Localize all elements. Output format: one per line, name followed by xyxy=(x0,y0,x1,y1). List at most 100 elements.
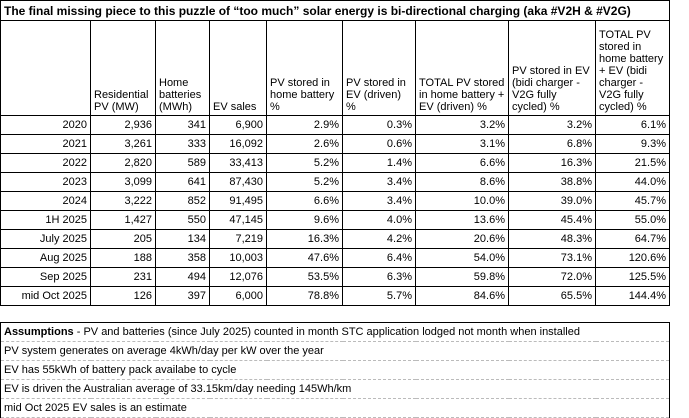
cell: 21.5% xyxy=(595,153,670,173)
cell: 550 xyxy=(155,210,210,230)
data-row: 1H 2025 1,427 550 47,145 9.6% 4.0% 13.6% 45.4% 5… xyxy=(0,210,670,230)
data-row: Aug 2025 188 358 10,003 47.6% 6.4% 54.0% 73.1% 1… xyxy=(0,248,670,268)
cell: 72.0% xyxy=(508,267,596,287)
data-row: 2024 3,222 852 91,495 6.6% 3.4% 10.0% 39.0% 45.7… xyxy=(0,191,670,211)
title: The final missing piece to this puzzle o… xyxy=(0,0,670,21)
row-label: 2020 xyxy=(0,115,91,135)
cell: 45.7% xyxy=(595,191,670,211)
column-header: EV sales xyxy=(209,20,267,116)
note-row: PV system generates on average 4kWh/day … xyxy=(0,341,670,361)
cell: 2.6% xyxy=(266,134,343,154)
column-header: Home batteries (MWh) xyxy=(155,20,210,116)
cell: 78.8% xyxy=(266,286,343,306)
note-text: mid Oct 2025 EV sales is an estimate xyxy=(4,402,187,414)
cell: 3,261 xyxy=(90,134,156,154)
cell: 120.6% xyxy=(595,248,670,268)
cell: 125.5% xyxy=(595,267,670,287)
row-label: 2023 xyxy=(0,172,91,192)
column-header: PV stored in EV (bidi charger - V2G full… xyxy=(508,20,596,116)
cell: 38.8% xyxy=(508,172,596,192)
cell: 641 xyxy=(155,172,210,192)
note: EV has 55kWh of battery pack availabe to… xyxy=(0,360,670,380)
data-row: 2023 3,099 641 87,430 5.2% 3.4% 8.6% 38.8% 44.0% xyxy=(0,172,670,192)
cell: 59.8% xyxy=(415,267,509,287)
cell: 53.5% xyxy=(266,267,343,287)
data-row: July 2025 205 134 7,219 16.3% 4.2% 20.6% 48.3% 6… xyxy=(0,229,670,249)
cell: 358 xyxy=(155,248,210,268)
cell: 16.3% xyxy=(266,229,343,249)
cell: 33,413 xyxy=(209,153,267,173)
cell: 6.8% xyxy=(508,134,596,154)
cell: 3.1% xyxy=(415,134,509,154)
row-label: 2022 xyxy=(0,153,91,173)
cell: 39.0% xyxy=(508,191,596,211)
note: Assumptions - PV and batteries (since Ju… xyxy=(0,322,670,342)
row-label: 2021 xyxy=(0,134,91,154)
cell: 13.6% xyxy=(415,210,509,230)
cell: 6.6% xyxy=(266,191,343,211)
note: mid Oct 2025 EV sales is an estimate xyxy=(0,398,670,418)
note: EV is driven the Australian average of 3… xyxy=(0,379,670,399)
note-row: mid Oct 2025 EV sales is an estimate xyxy=(0,398,670,418)
cell: 6.6% xyxy=(415,153,509,173)
cell: 205 xyxy=(90,229,156,249)
cell: 3.4% xyxy=(342,172,416,192)
cell: 3.2% xyxy=(415,115,509,135)
cell: 2,936 xyxy=(90,115,156,135)
cell: 45.4% xyxy=(508,210,596,230)
row-label: 2024 xyxy=(0,191,91,211)
spreadsheet: The final missing piece to this puzzle o… xyxy=(0,0,670,418)
cell: 397 xyxy=(155,286,210,306)
column-header xyxy=(0,20,91,116)
cell: 44.0% xyxy=(595,172,670,192)
cell: 10,003 xyxy=(209,248,267,268)
column-header: PV stored in home battery % xyxy=(266,20,343,116)
cell: 494 xyxy=(155,267,210,287)
cell: 8.6% xyxy=(415,172,509,192)
cell: 5.2% xyxy=(266,153,343,173)
row-label: July 2025 xyxy=(0,229,91,249)
cell: 4.2% xyxy=(342,229,416,249)
data-row: 2020 2,936 341 6,900 2.9% 0.3% 3.2% 3.2% 6.1% xyxy=(0,115,670,135)
cell: 0.6% xyxy=(342,134,416,154)
cell: 64.7% xyxy=(595,229,670,249)
cell: 5.2% xyxy=(266,172,343,192)
cell: 4.0% xyxy=(342,210,416,230)
cell: 6.3% xyxy=(342,267,416,287)
column-header: TOTAL PV stored in home battery + EV (bi… xyxy=(595,20,670,116)
cell: 65.5% xyxy=(508,286,596,306)
note-row: Assumptions - PV and batteries (since Ju… xyxy=(0,322,670,342)
note-text: EV has 55kWh of battery pack availabe to… xyxy=(4,364,237,376)
cell: 333 xyxy=(155,134,210,154)
cell: 3,222 xyxy=(90,191,156,211)
row-label: 1H 2025 xyxy=(0,210,91,230)
cell: 5.7% xyxy=(342,286,416,306)
cell: 7,219 xyxy=(209,229,267,249)
cell: 87,430 xyxy=(209,172,267,192)
cell: 126 xyxy=(90,286,156,306)
cell: 0.3% xyxy=(342,115,416,135)
note-text: EV is driven the Australian average of 3… xyxy=(4,383,352,395)
cell: 589 xyxy=(155,153,210,173)
cell: 54.0% xyxy=(415,248,509,268)
column-header: TOTAL PV stored in home battery + EV (dr… xyxy=(415,20,509,116)
cell: 47.6% xyxy=(266,248,343,268)
cell: 47,145 xyxy=(209,210,267,230)
title-row: The final missing piece to this puzzle o… xyxy=(0,0,670,21)
cell: 134 xyxy=(155,229,210,249)
data-row: Sep 2025 231 494 12,076 53.5% 6.3% 59.8% 72.0% 1… xyxy=(0,267,670,287)
cell: 188 xyxy=(90,248,156,268)
column-header: Residential PV (MW) xyxy=(90,20,156,116)
data-row: mid Oct 2025 126 397 6,000 78.8% 5.7% 84.6% 65.… xyxy=(0,286,670,306)
data-row: 2022 2,820 589 33,413 5.2% 1.4% 6.6% 16.3% 21.5% xyxy=(0,153,670,173)
cell: 16,092 xyxy=(209,134,267,154)
cell: 2,820 xyxy=(90,153,156,173)
cell: 6.4% xyxy=(342,248,416,268)
cell: 20.6% xyxy=(415,229,509,249)
cell: 6.1% xyxy=(595,115,670,135)
data-row: 2021 3,261 333 16,092 2.6% 0.6% 3.1% 6.8% 9.3% xyxy=(0,134,670,154)
cell: 341 xyxy=(155,115,210,135)
cell: 1.4% xyxy=(342,153,416,173)
cell: 9.6% xyxy=(266,210,343,230)
cell: 55.0% xyxy=(595,210,670,230)
